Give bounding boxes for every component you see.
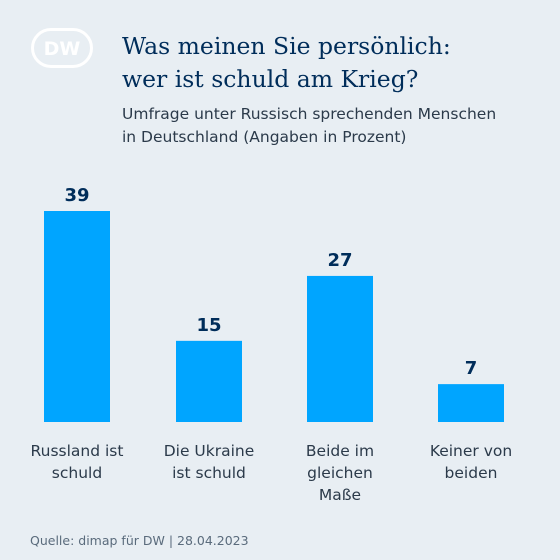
value-label-4: 7 [465,358,478,379]
bar-3 [307,275,373,422]
category-label-3-line-2: gleichen [307,464,373,482]
dw-logo: DW [31,28,93,68]
category-label-4: Keiner von beiden [406,440,536,484]
bar-1 [44,211,110,422]
value-label-1: 39 [64,185,89,206]
chart-subtitle-line-1: Umfrage unter Russisch sprechenden Mensc… [122,105,497,123]
category-label-3-line-3: Maße [318,486,362,504]
category-label-1: Russland ist schuld [12,440,142,484]
chart-subtitle-line-2: in Deutschland (Angaben in Prozent) [122,128,407,146]
category-label-2: Die Ukraine ist schuld [144,440,274,484]
category-label-3-line-1: Beide im [305,442,375,460]
source-note: Quelle: dimap für DW | 28.04.2023 [30,533,249,548]
chart-title-line-1: Was meinen Sie persönlich: [122,32,451,60]
chart-subtitle: Umfrage unter Russisch sprechenden Mensc… [122,103,552,149]
category-label-3: Beide im gleichen Maße [275,440,405,506]
bar-4 [438,384,504,422]
bar-2 [176,340,242,422]
category-label-2-line-1: Die Ukraine [163,442,255,460]
category-label-2-line-2: ist schuld [172,464,246,482]
chart-title: Was meinen Sie persönlich: wer ist schul… [122,30,542,96]
category-label-4-line-1: Keiner von [429,442,513,460]
category-label-4-line-2: beiden [444,464,498,482]
dw-logo-text: DW [44,38,81,60]
value-label-3: 27 [327,250,352,271]
value-label-2: 15 [196,315,221,336]
category-label-1-line-1: Russland ist [30,442,124,460]
category-label-1-line-2: schuld [51,464,103,482]
chart-title-line-2: wer ist schuld am Krieg? [122,65,419,93]
